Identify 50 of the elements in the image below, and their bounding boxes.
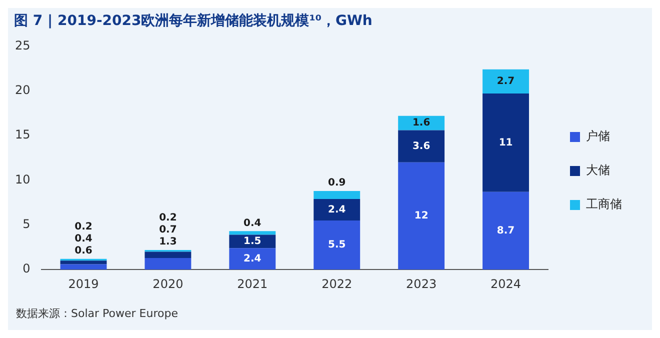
x-tick-label: 2019 xyxy=(68,276,99,291)
y-tick-label: 25 xyxy=(14,38,30,52)
bar xyxy=(398,130,445,162)
bar xyxy=(482,94,529,192)
data-label: 12 xyxy=(414,210,428,222)
bar xyxy=(229,248,276,270)
data-label: 0.4 xyxy=(244,218,262,229)
bar xyxy=(144,258,192,270)
chart-title: 图 7 | 2019-2023欧洲每年新增储能装机规模¹⁰，GWh xyxy=(13,12,374,31)
data-label: 2.4 xyxy=(244,253,262,264)
legend-label: 户储 xyxy=(586,129,610,144)
legend-label: 大储 xyxy=(586,163,610,178)
data-label: 3.6 xyxy=(412,140,430,152)
x-tick-label: 2024 xyxy=(490,276,522,291)
legend-label: 工商储 xyxy=(586,197,622,212)
data-label: 5.5 xyxy=(328,240,346,251)
data-label: 1.3 xyxy=(159,236,177,248)
y-tick-label: 5 xyxy=(22,217,30,232)
data-label: 0.4 xyxy=(74,233,92,244)
data-label: 0.7 xyxy=(159,224,177,236)
data-label: 1.6 xyxy=(412,118,430,129)
y-tick-label: 20 xyxy=(14,83,30,98)
bar xyxy=(314,199,360,220)
bar xyxy=(60,264,107,270)
data-label: 2.4 xyxy=(328,204,346,216)
bar xyxy=(482,69,529,94)
data-label: 1.5 xyxy=(244,236,262,248)
bar xyxy=(144,252,192,258)
y-tick-label: 0 xyxy=(22,262,30,276)
bar xyxy=(482,192,529,270)
bar xyxy=(398,162,445,270)
y-tick-label: 10 xyxy=(14,172,30,186)
data-label: 8.7 xyxy=(496,225,515,236)
data-label: 2.7 xyxy=(496,76,515,88)
bar xyxy=(229,234,276,248)
data-label: 0.2 xyxy=(74,221,92,232)
data-label: 0.2 xyxy=(159,212,177,224)
data-label: 0.9 xyxy=(328,178,346,189)
source-note: 数据来源：Solar Power Europe xyxy=(15,306,179,321)
x-tick-label: 2023 xyxy=(406,276,437,291)
bar xyxy=(229,231,276,235)
bar xyxy=(60,260,107,264)
x-tick-label: 2022 xyxy=(322,276,352,291)
y-tick-label: 15 xyxy=(14,128,30,142)
x-tick-label: 2021 xyxy=(237,276,268,291)
bar xyxy=(314,220,360,270)
data-label: 11 xyxy=(498,137,513,148)
x-tick-label: 2020 xyxy=(152,276,184,291)
data-label: 0.6 xyxy=(74,245,92,256)
bar xyxy=(314,190,360,200)
